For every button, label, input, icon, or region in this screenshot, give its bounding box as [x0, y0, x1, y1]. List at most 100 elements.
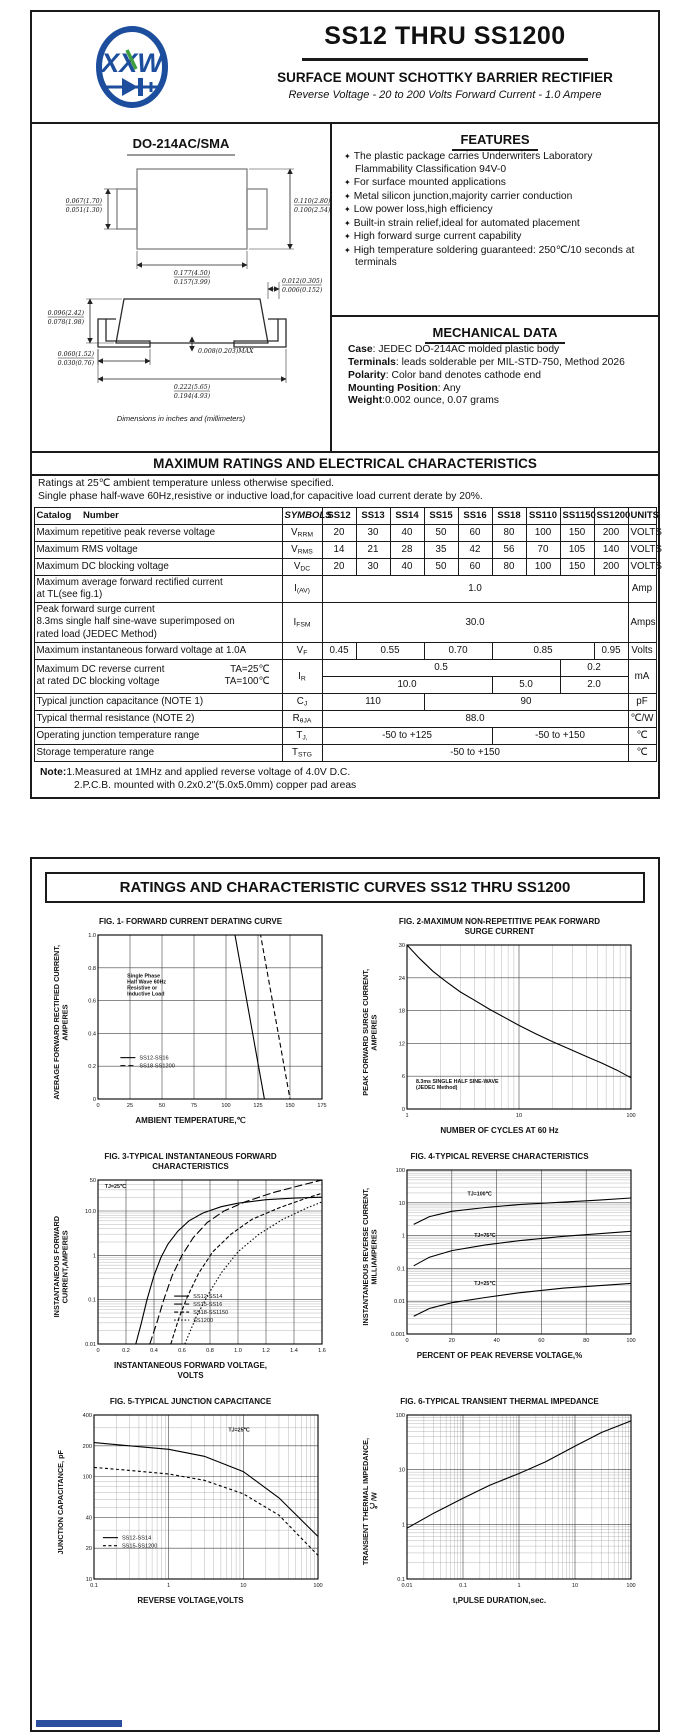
ratings-unit-cell: pF	[627, 692, 657, 711]
fig4-y-axis-label: INSTANTANEOUS REVERSE CURRENT, MILLIAMPER…	[360, 1188, 379, 1326]
ratings-value-cell: 56	[491, 540, 527, 559]
svg-text:10.0: 10.0	[86, 1209, 97, 1215]
x-axis-label-line: REVERSE VOLTAGE,VOLTS	[137, 1596, 244, 1605]
ratings-value-cell: 0.55	[355, 641, 425, 660]
fig3-legend: SS12-SS14 SS15-SS16 SS18-SS1150 SS1200	[174, 1294, 229, 1324]
symbol-base: C	[296, 696, 304, 708]
ratings-unit-cell: VOLTS	[627, 523, 662, 542]
features-list: ✦ The plastic package carries Underwriter…	[332, 151, 658, 270]
ratings-value-cell: 80	[491, 523, 527, 542]
svg-text:20: 20	[86, 1546, 92, 1552]
svg-text:10: 10	[86, 1577, 92, 1583]
right-info-panel: FEATURES ✦ The plastic package carries Un…	[330, 124, 658, 451]
ratings-value-cell: 140	[593, 540, 629, 559]
symbol-base: T	[292, 747, 298, 759]
svg-text:TJ=25℃: TJ=25℃	[105, 1183, 126, 1190]
header: XXW SS12 THRU SS1200 SURFACE MOUNT SCHOT…	[32, 12, 658, 124]
svg-text:25: 25	[127, 1103, 133, 1109]
fig1-title: FIG. 1- FORWARD CURRENT DERATING CURVE	[99, 917, 282, 927]
ratings-param-cell: Peak forward surge current 8.3ms single h…	[33, 602, 283, 643]
fig5-legend: SS12-SS14 SS15-SS1200	[103, 1536, 158, 1550]
ratings-header-cell: UNITS	[627, 506, 659, 525]
mechanical-item-text: : Color band denotes cathode end	[385, 369, 541, 381]
x-axis-label-line: AMBIENT TEMPERATURE,℃	[135, 1116, 246, 1125]
svg-text:8.3ms SINGLE HALF SINE-WAVE: 8.3ms SINGLE HALF SINE-WAVE	[416, 1079, 499, 1085]
fig5-body: JUNCTION CAPACITANCE, pF 0.1 1 10 100 10 20 40 1…	[55, 1409, 325, 1595]
param-line: at TL(see fig.1)	[36, 588, 103, 600]
page-tagline: Reverse Voltage - 20 to 200 Volts Forwar…	[288, 89, 602, 101]
param-line: Operating junction temperature range	[36, 729, 200, 741]
svg-text:400: 400	[83, 1413, 92, 1419]
fig6-y-axis-label: TRANSIENT THERMAL IMPEDANCE, ℃/W	[361, 1438, 379, 1565]
ratings-value-cell: 100	[525, 523, 561, 542]
mechanical-item: Mounting Position: Any	[348, 383, 648, 396]
symbol-subscript: DC	[300, 565, 311, 573]
mechanical-item-text: :0.002 ounce, 0.07 grams	[382, 395, 499, 407]
y-axis-label-line: INSTANTANEOUS REVERSE CURRENT,	[360, 1188, 370, 1326]
svg-text:0.1: 0.1	[398, 1266, 406, 1272]
svg-text:0.051(1.30): 0.051(1.30)	[66, 207, 103, 214]
fig5-grid	[93, 1414, 319, 1580]
feature-text: High forward surge current capability	[353, 231, 522, 243]
y-axis-label-line: JUNCTION CAPACITANCE, pF	[55, 1449, 65, 1555]
fig6-series-line	[407, 1420, 632, 1529]
fig2-plot: 1 10 100 0 6 12 18 24 30 8.3ms SINGLE HALF SINE-W…	[379, 939, 638, 1125]
ratings-symbol-cell: IR	[281, 658, 323, 694]
ratings-row: Maximum RMS voltage VRMS 14 21 28 35 42 56 70 105…	[33, 540, 662, 559]
svg-text:0.1: 0.1	[398, 1577, 406, 1583]
fig4-title: FIG. 4-TYPICAL REVERSE CHARACTERISTICS	[410, 1152, 588, 1162]
mechanical-item-label: Polarity	[348, 369, 386, 381]
feature-bullet-icon: ✦	[344, 152, 351, 161]
figure-title-line: FIG. 4-TYPICAL REVERSE CHARACTERISTICS	[410, 1152, 589, 1161]
symbol-base: T	[296, 730, 303, 742]
ratings-param-cell: Maximum DC blocking voltage	[33, 557, 283, 576]
svg-text:0.008(0.203)MAX: 0.008(0.203)MAX	[198, 348, 254, 355]
ratings-value-cell: 35	[423, 540, 459, 559]
svg-text:1: 1	[402, 1522, 405, 1528]
param-line-right: TA=25℃	[230, 664, 270, 676]
fig3-title: FIG. 3-TYPICAL INSTANTANEOUS FORWARD CHAR…	[104, 1152, 276, 1172]
svg-text:0.001: 0.001	[391, 1332, 405, 1338]
ratings-value-cell: 1.0	[321, 574, 629, 604]
param-line-left: at rated DC blocking voltage	[36, 676, 160, 688]
feature-text: Low power loss,high efficiency	[353, 204, 493, 216]
svg-text:100: 100	[396, 1413, 405, 1419]
ratings-intro: Ratings at 25℃ ambient temperature unles…	[32, 476, 658, 507]
ratings-value-cell: 80	[491, 557, 527, 576]
symbol-subscript: J	[303, 700, 308, 708]
svg-text:1.0: 1.0	[235, 1348, 243, 1354]
feature-bullet-icon: ✦	[344, 232, 351, 242]
fig1-x-axis-label: AMBIENT TEMPERATURE,℃	[135, 1116, 245, 1126]
ratings-symbol-cell: IFSM	[281, 602, 323, 643]
svg-text:0.096(2.42): 0.096(2.42)	[48, 310, 85, 317]
param-line: Typical thermal resistance (NOTE 2)	[36, 712, 195, 724]
fig5-x-axis-label: REVERSE VOLTAGE,VOLTS	[137, 1596, 243, 1606]
feature-text: High temperature soldering guaranteed: 2…	[353, 244, 635, 269]
svg-text:0.006(0.152): 0.006(0.152)	[282, 287, 323, 294]
fig1-body: AVERAGE FORWARD RECTIFIED CURRENT, AMPERE…	[52, 929, 329, 1115]
fig2-body: PEAK FORWARD SURGE CURRENT, AMPERES 1 10 100…	[361, 939, 638, 1125]
ratings-value-cell: 105	[559, 540, 595, 559]
ratings-value-cell: 110	[321, 692, 425, 711]
symbol-subscript: (AV)	[296, 587, 310, 595]
svg-text:0.177(4.50): 0.177(4.50)	[174, 270, 211, 277]
fig6-title: FIG. 6-TYPICAL TRANSIENT THERMAL IMPEDAN…	[400, 1397, 598, 1407]
fig3-x-axis-label: INSTANTANEOUS FORWARD VOLTAGE, VOLTS	[114, 1361, 267, 1381]
ratings-value-cell: 50	[423, 557, 459, 576]
svg-text:0.2: 0.2	[123, 1348, 131, 1354]
ratings-value-cell: -50 to +125	[321, 726, 493, 745]
fig3-figure: FIG. 3-TYPICAL INSTANTANEOUS FORWARD CHAR…	[36, 1152, 345, 1381]
param-line: Typical junction capacitance (NOTE 1)	[36, 695, 204, 707]
fig2-series	[406, 944, 632, 1079]
svg-text:(JEDEC Method): (JEDEC Method)	[416, 1085, 458, 1091]
mechanical-heading: MECHANICAL DATA	[332, 325, 658, 344]
ratings-symbol-cell: I(AV)	[281, 574, 323, 604]
ratings-header-cell: SS14	[389, 506, 425, 525]
ratings-header-cell: SS1150	[559, 506, 596, 525]
ratings-param-cell: Storage temperature range	[33, 743, 283, 762]
svg-text:10: 10	[572, 1583, 578, 1589]
svg-text:TJ=100℃: TJ=100℃	[468, 1190, 492, 1197]
svg-text:Inductive Load: Inductive Load	[128, 992, 165, 998]
fig6-series	[407, 1420, 632, 1529]
